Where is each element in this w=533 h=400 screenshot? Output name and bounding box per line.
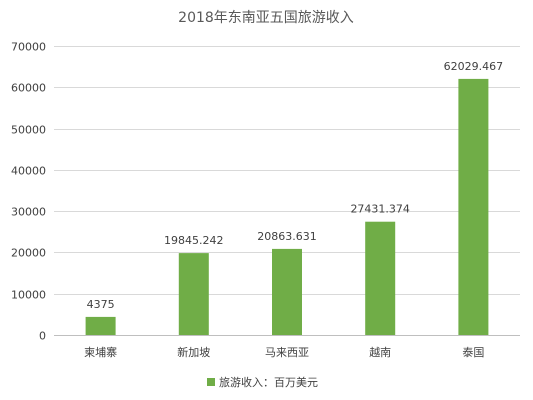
data-label: 4375 xyxy=(87,298,115,311)
y-tick-label: 20000 xyxy=(11,247,46,260)
x-category-label: 泰国 xyxy=(462,345,484,359)
y-tick-label: 70000 xyxy=(11,41,46,54)
legend: 旅游收入：百万美元 xyxy=(207,375,318,389)
bar-1 xyxy=(85,316,116,335)
y-tick-label: 50000 xyxy=(11,124,46,137)
y-tick-label: 60000 xyxy=(11,82,46,95)
data-label: 27431.374 xyxy=(350,203,410,216)
y-tick-label: 0 xyxy=(39,330,46,343)
data-label: 20863.631 xyxy=(257,230,317,243)
bars xyxy=(85,78,489,336)
x-category-label: 马来西亚 xyxy=(265,346,309,359)
x-axis-categories: 柬埔寨 新加坡 马来西亚 越南 泰国 xyxy=(84,345,484,359)
x-category-label: 越南 xyxy=(369,345,391,359)
legend-swatch xyxy=(207,378,215,386)
y-tick-label: 40000 xyxy=(11,165,46,178)
bar-3 xyxy=(272,248,302,335)
data-label: 19845.242 xyxy=(164,234,224,247)
chart-title: 2018年东南亚五国旅游收入 xyxy=(178,10,354,26)
y-axis-ticks: 0 10000 20000 30000 40000 50000 60000 70000 xyxy=(11,41,46,343)
data-labels: 4375 19845.242 20863.631 27431.374 62029.467 xyxy=(87,60,504,311)
x-category-label: 柬埔寨 xyxy=(84,345,117,359)
bar-5 xyxy=(458,78,489,336)
y-tick-label: 30000 xyxy=(11,206,46,219)
gridlines xyxy=(54,46,520,295)
x-category-label: 新加坡 xyxy=(177,345,210,359)
legend-label: 旅游收入：百万美元 xyxy=(219,375,318,389)
y-tick-label: 10000 xyxy=(11,289,46,302)
bar-2 xyxy=(178,253,209,335)
bar-4 xyxy=(365,221,396,335)
data-label: 62029.467 xyxy=(444,60,504,73)
